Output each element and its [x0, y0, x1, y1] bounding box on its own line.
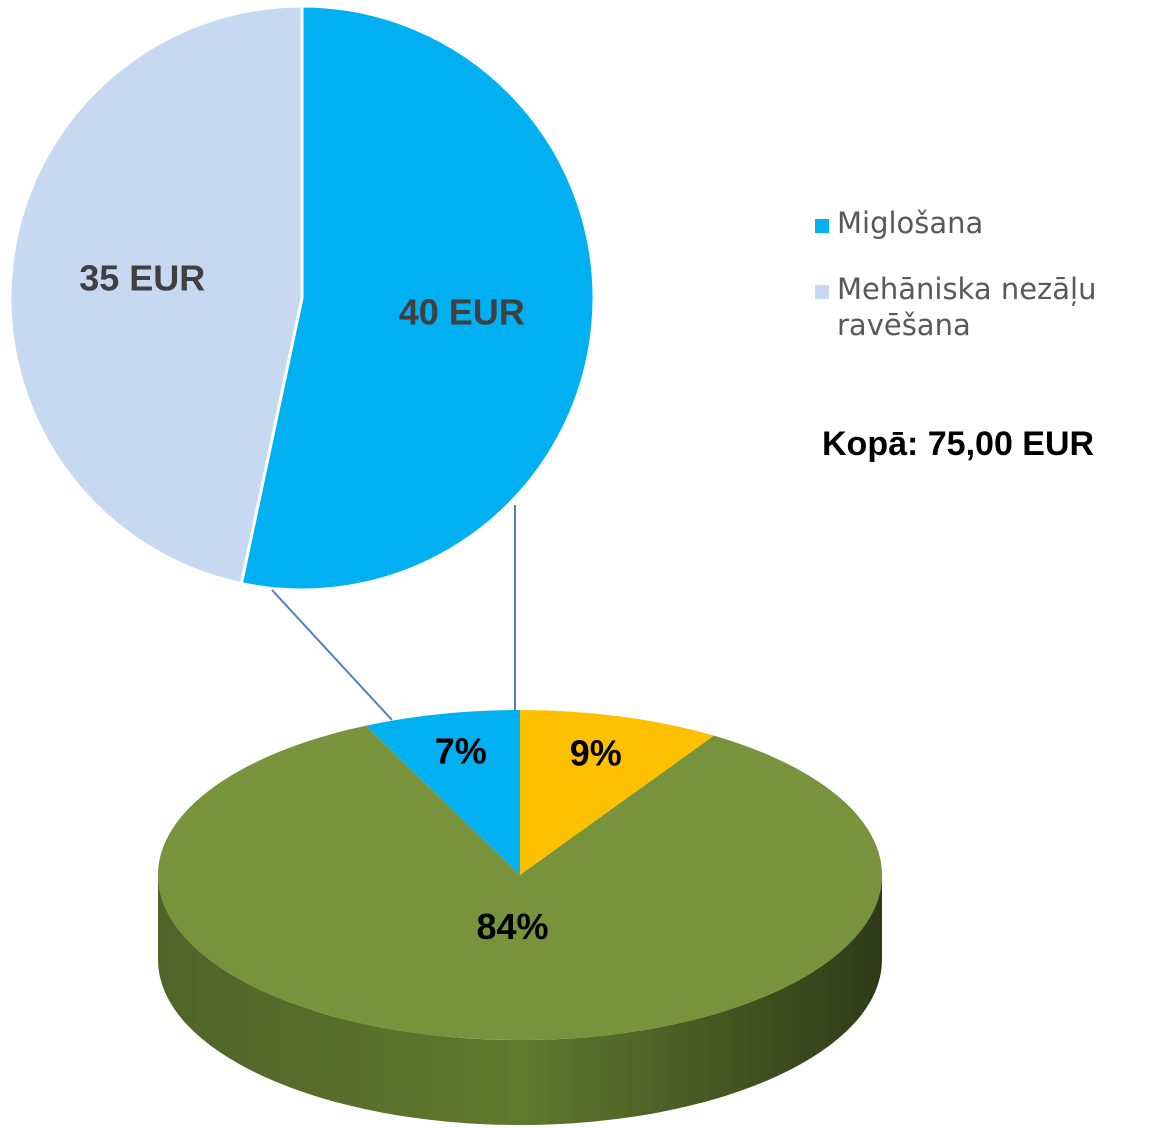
data-label: 84%	[476, 906, 548, 947]
pie-slice	[239, 4, 596, 592]
total-annotation: Kopā: 75,00 EUR	[822, 425, 1095, 463]
legend-swatch	[815, 219, 829, 233]
legend-label: Miglošana	[837, 206, 984, 240]
data-label: 35 EUR	[79, 258, 205, 299]
top-pie: 40 EUR 35 EUR	[8, 4, 596, 592]
legend: Miglošana Mehāniska nezāļu ravēšana	[815, 205, 1168, 373]
data-label: 40 EUR	[399, 291, 525, 332]
pie-slice	[158, 725, 883, 1040]
data-label: 9%	[570, 733, 622, 774]
pie-slice	[520, 710, 714, 875]
pie-side	[158, 875, 882, 1125]
pie-slice	[365, 710, 520, 875]
legend-label: Mehāniska nezāļu ravēšana	[837, 272, 1097, 342]
pie-slice	[8, 4, 304, 586]
legend-item: Miglošana	[815, 205, 1167, 241]
bottom-pie: 9% 84% 7%	[158, 710, 883, 1125]
data-label: 7%	[435, 731, 487, 772]
legend-swatch	[815, 285, 829, 299]
legend-item: Mehāniska nezāļu ravēšana	[815, 271, 1167, 343]
connector	[271, 589, 393, 721]
